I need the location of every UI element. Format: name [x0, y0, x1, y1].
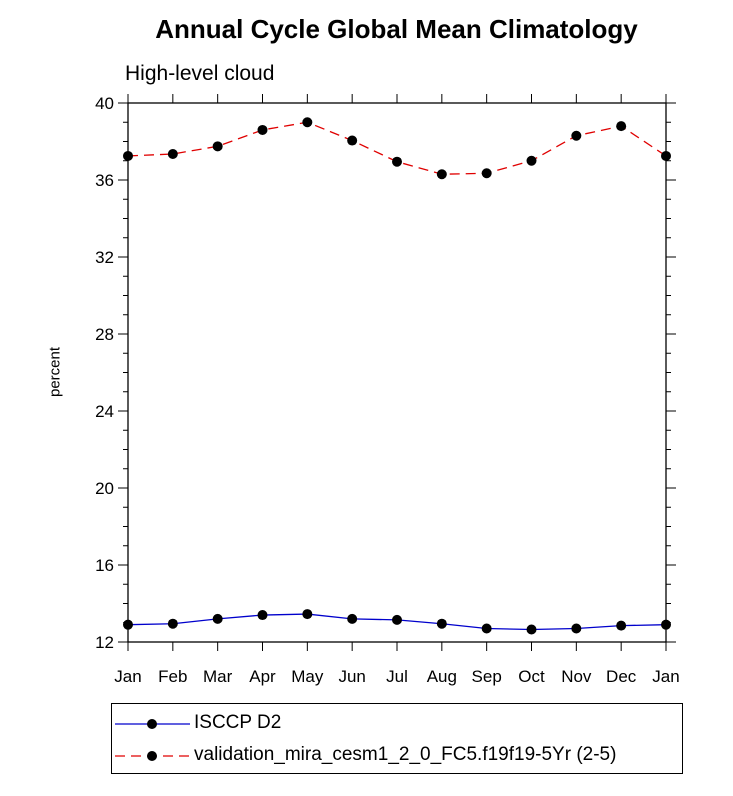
- y-tick-label: 20: [95, 479, 114, 498]
- data-point: [571, 130, 582, 141]
- data-point: [526, 155, 537, 166]
- x-tick-label: May: [291, 667, 324, 686]
- x-tick-label: Sep: [472, 667, 502, 686]
- data-point: [392, 614, 402, 625]
- x-tick-label: Oct: [518, 667, 545, 686]
- y-tick-label: 12: [95, 633, 114, 652]
- chart-subtitle: High-level cloud: [125, 62, 275, 85]
- plot-frame: [127, 102, 667, 643]
- x-tick-label: Apr: [249, 667, 276, 686]
- legend-line-icon: [115, 719, 190, 729]
- x-tick-label: Feb: [158, 667, 187, 686]
- plot-area: 12 16 20 24 28 32 36 40 Jan Feb Mar Apr May Jun Jul Aug…: [95, 94, 680, 686]
- data-point: [123, 619, 133, 630]
- data-point: [661, 150, 671, 161]
- legend-entry-0: ISCCP D2: [112, 708, 682, 738]
- data-point: [436, 618, 447, 629]
- data-point: [167, 149, 178, 160]
- data-point: [347, 613, 358, 624]
- x-tick-label: Jun: [338, 667, 365, 686]
- data-point: [616, 620, 627, 631]
- data-point: [212, 613, 223, 624]
- chart-title: Annual Cycle Global Mean Climatology: [155, 14, 638, 44]
- data-point: [347, 135, 358, 146]
- y-tick-label: 32: [95, 248, 114, 267]
- y-tick-label: 36: [95, 171, 114, 190]
- x-tick-label: Nov: [561, 667, 592, 686]
- data-point: [257, 610, 268, 621]
- legend: ISCCP D2 validation_mira_cesm1_2_0_FC5.f…: [111, 703, 683, 774]
- data-point: [302, 117, 313, 128]
- data-point: [167, 618, 178, 629]
- data-point: [571, 623, 582, 634]
- data-point: [526, 624, 537, 635]
- y-tick-label: 16: [95, 556, 114, 575]
- y-tick-label: 28: [95, 325, 114, 344]
- x-tick-label: Jan: [652, 667, 679, 686]
- legend-dashed-line-icon: [115, 751, 190, 761]
- data-point: [302, 609, 313, 620]
- data-point: [481, 168, 492, 179]
- data-point: [661, 619, 671, 630]
- data-point: [616, 121, 627, 132]
- x-tick-label: Aug: [427, 667, 457, 686]
- x-tick-label: Dec: [606, 667, 637, 686]
- x-tick-label: Jan: [114, 667, 141, 686]
- data-point: [212, 141, 223, 152]
- y-tick-label: 40: [95, 94, 114, 113]
- data-point: [392, 156, 402, 167]
- x-tick-label: Mar: [203, 667, 233, 686]
- data-point: [123, 150, 133, 161]
- legend-label: validation_mira_cesm1_2_0_FC5.f19f19-5Yr…: [194, 744, 617, 765]
- data-point: [481, 623, 492, 634]
- data-point: [257, 124, 268, 135]
- data-point: [436, 169, 447, 180]
- legend-label: ISCCP D2: [194, 712, 282, 733]
- legend-entry-1: validation_mira_cesm1_2_0_FC5.f19f19-5Yr…: [112, 740, 682, 770]
- y-tick-label: 24: [95, 402, 114, 421]
- x-tick-label: Jul: [386, 667, 408, 686]
